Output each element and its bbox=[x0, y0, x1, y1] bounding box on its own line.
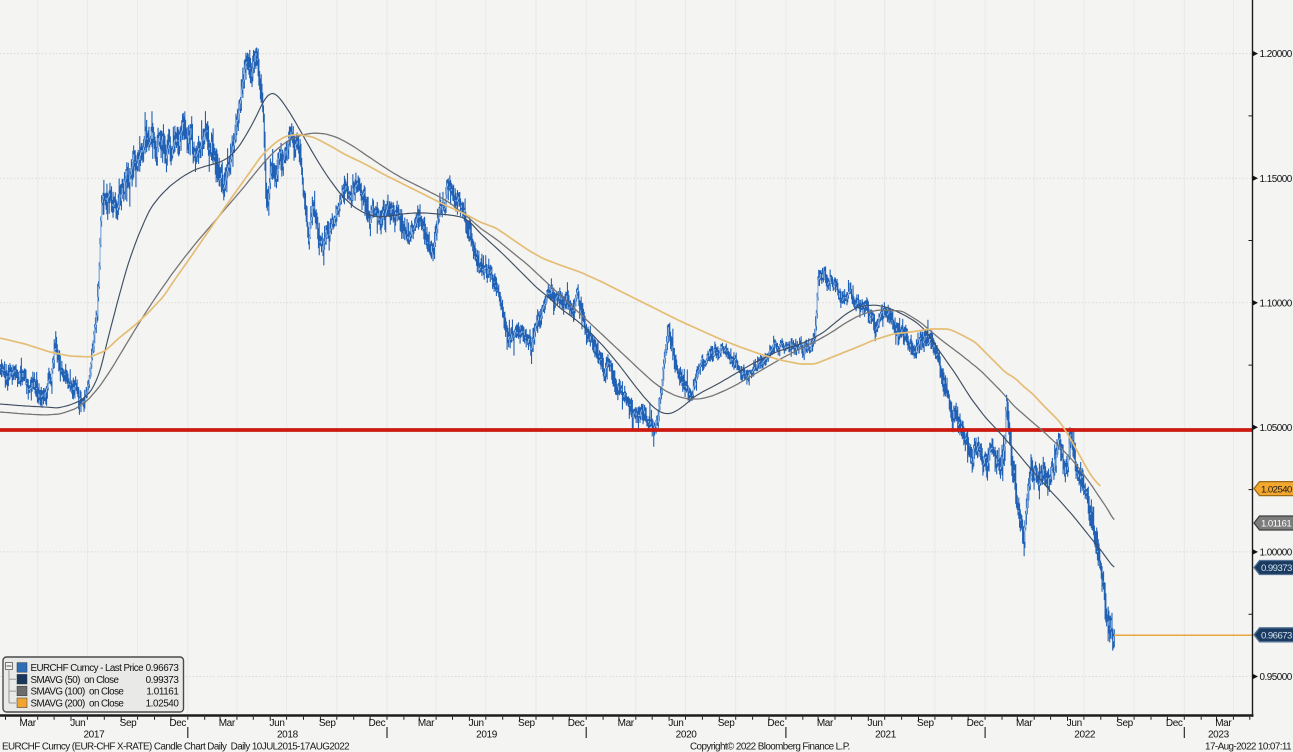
svg-text:SMAVG (200) on Close: SMAVG (200) on Close bbox=[31, 699, 125, 710]
svg-text:1.10000: 1.10000 bbox=[1260, 298, 1293, 309]
svg-text:Dec: Dec bbox=[767, 718, 784, 729]
svg-text:Jun: Jun bbox=[70, 718, 85, 729]
svg-text:2020: 2020 bbox=[676, 730, 698, 741]
svg-text:SMAVG (50) on Close: SMAVG (50) on Close bbox=[31, 675, 120, 686]
svg-text:Sep: Sep bbox=[1116, 718, 1134, 729]
svg-text:EURCHF Curncy (EUR-CHF X-RATE): EURCHF Curncy (EUR-CHF X-RATE) Candle Ch… bbox=[2, 742, 349, 752]
svg-text:Dec: Dec bbox=[568, 718, 585, 729]
svg-text:0.99373: 0.99373 bbox=[1261, 563, 1292, 574]
svg-text:Jun: Jun bbox=[269, 718, 284, 729]
svg-text:2022: 2022 bbox=[1074, 730, 1096, 741]
svg-text:Jun: Jun bbox=[668, 718, 683, 729]
svg-text:Copyright© 2022 Bloomberg Fina: Copyright© 2022 Bloomberg Finance L.P. bbox=[690, 742, 850, 752]
svg-text:Jun: Jun bbox=[1067, 718, 1082, 729]
svg-text:EURCHF Curncy - Last Price: EURCHF Curncy - Last Price bbox=[31, 663, 145, 674]
svg-text:Mar: Mar bbox=[1215, 718, 1232, 729]
svg-text:Jun: Jun bbox=[469, 718, 484, 729]
svg-text:Jun: Jun bbox=[868, 718, 883, 729]
svg-text:1.05000: 1.05000 bbox=[1260, 423, 1293, 434]
svg-text:2017: 2017 bbox=[83, 730, 105, 741]
svg-text:0.99373: 0.99373 bbox=[146, 675, 180, 686]
svg-text:Sep: Sep bbox=[518, 718, 536, 729]
svg-text:1.01161: 1.01161 bbox=[1261, 519, 1291, 530]
svg-text:1.01161: 1.01161 bbox=[146, 687, 179, 698]
svg-text:0.96673: 0.96673 bbox=[146, 663, 180, 674]
svg-text:1.02540: 1.02540 bbox=[1261, 484, 1292, 495]
svg-text:2021: 2021 bbox=[875, 730, 897, 741]
svg-text:17-Aug-2022 10:07:11: 17-Aug-2022 10:07:11 bbox=[1205, 742, 1292, 752]
svg-text:Dec: Dec bbox=[967, 718, 984, 729]
svg-text:Mar: Mar bbox=[1016, 718, 1033, 729]
svg-text:2019: 2019 bbox=[476, 730, 498, 741]
svg-text:1.00000: 1.00000 bbox=[1260, 548, 1293, 559]
svg-text:Sep: Sep bbox=[917, 718, 935, 729]
svg-text:2018: 2018 bbox=[277, 730, 299, 741]
svg-text:Dec: Dec bbox=[1166, 718, 1183, 729]
svg-text:1.20000: 1.20000 bbox=[1260, 49, 1293, 60]
svg-text:0.95000: 0.95000 bbox=[1260, 672, 1293, 683]
svg-text:0.96673: 0.96673 bbox=[1261, 631, 1292, 642]
svg-text:Dec: Dec bbox=[369, 718, 386, 729]
svg-text:1.02540: 1.02540 bbox=[146, 699, 180, 710]
svg-text:1.15000: 1.15000 bbox=[1260, 174, 1293, 185]
svg-text:Mar: Mar bbox=[418, 718, 435, 729]
svg-text:Mar: Mar bbox=[219, 718, 236, 729]
svg-text:SMAVG (100) on Close: SMAVG (100) on Close bbox=[31, 687, 125, 698]
svg-text:Mar: Mar bbox=[817, 718, 834, 729]
svg-text:Sep: Sep bbox=[120, 718, 138, 729]
svg-text:Mar: Mar bbox=[618, 718, 635, 729]
svg-text:Sep: Sep bbox=[319, 718, 337, 729]
svg-text:Sep: Sep bbox=[718, 718, 736, 729]
svg-text:Dec: Dec bbox=[169, 718, 186, 729]
svg-text:2023: 2023 bbox=[1208, 730, 1230, 741]
svg-text:Mar: Mar bbox=[20, 718, 37, 729]
